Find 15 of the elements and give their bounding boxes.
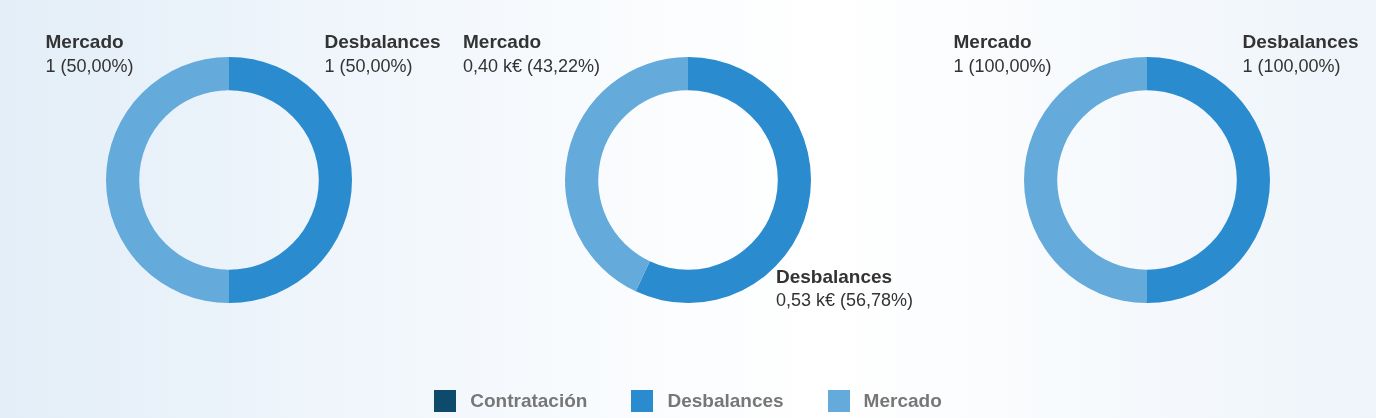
legend-label: Contratación [470,390,588,412]
legend-label: Desbalances [667,390,784,412]
slice-label: Desbalances [775,265,893,287]
slice-label: Desbalances [1242,30,1359,52]
data-label: 0,40 k€ (43,22%) [463,55,601,76]
data-label: 1 (100,00%) [953,55,1052,76]
data-label: 0,53 k€ (56,78%) [775,290,914,311]
slice-label: Mercado [45,30,124,52]
legend-label: Mercado [863,390,942,412]
data-label: 1 (100,00%) [1242,55,1341,76]
slice-label: Mercado [953,30,1032,52]
slice-label: Desbalances [324,30,441,52]
data-label: 1 (50,00%) [324,55,413,76]
data-label: 1 (50,00%) [45,55,134,76]
slice-label: Mercado [463,30,542,52]
